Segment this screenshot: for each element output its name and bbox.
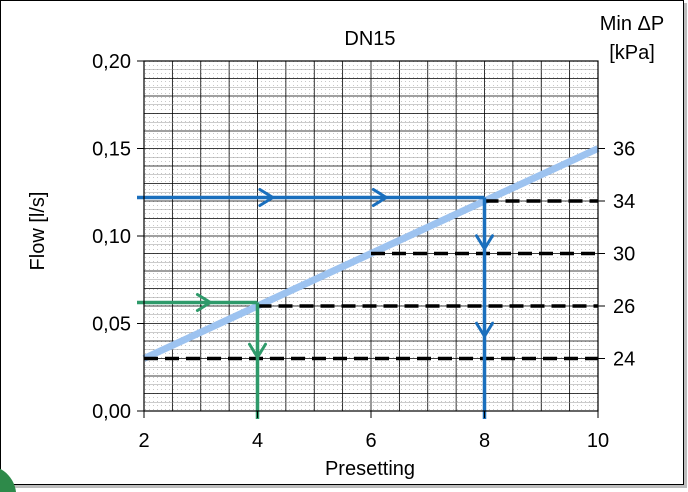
- y-tick-label: 0,15: [92, 139, 131, 161]
- y-tick-label: 0,10: [92, 226, 131, 248]
- corner-arc-icon: [0, 468, 16, 492]
- y2-tick-label: 24: [613, 349, 635, 371]
- x-tick-label: 8: [479, 430, 490, 452]
- y2-tick-label: 26: [613, 296, 635, 318]
- chart-title: DN15: [344, 28, 395, 50]
- y-axis-label: Flow [l/s]: [27, 192, 49, 271]
- y-tick-label: 0,00: [92, 401, 131, 423]
- y2-tick-label: 30: [613, 244, 635, 266]
- arrow-down-icon: [248, 342, 267, 359]
- y-tick-label: 0,20: [92, 51, 131, 73]
- y2-tick-label: 34: [613, 191, 635, 213]
- x-tick-label: 4: [252, 430, 263, 452]
- example-paths: [137, 188, 494, 419]
- y2-axis-label-line2: [kPa]: [609, 42, 655, 64]
- y-tick-label: 0,05: [92, 314, 131, 336]
- arrow-right-icon: [371, 188, 388, 207]
- arrow-right-icon: [195, 293, 212, 312]
- x-axis-label: Presetting: [325, 458, 415, 480]
- arrow-right-icon: [258, 188, 275, 207]
- y2-tick-label: 36: [613, 139, 635, 161]
- x-tick-label: 6: [365, 430, 376, 452]
- arrow-down-icon: [475, 321, 494, 338]
- arrow-down-icon: [475, 234, 494, 251]
- corner-decoration: [0, 446, 40, 492]
- y2-axis-label-line1: Min ΔP: [600, 13, 664, 35]
- x-tick-label: 10: [587, 430, 609, 452]
- x-tick-label: 2: [138, 430, 149, 452]
